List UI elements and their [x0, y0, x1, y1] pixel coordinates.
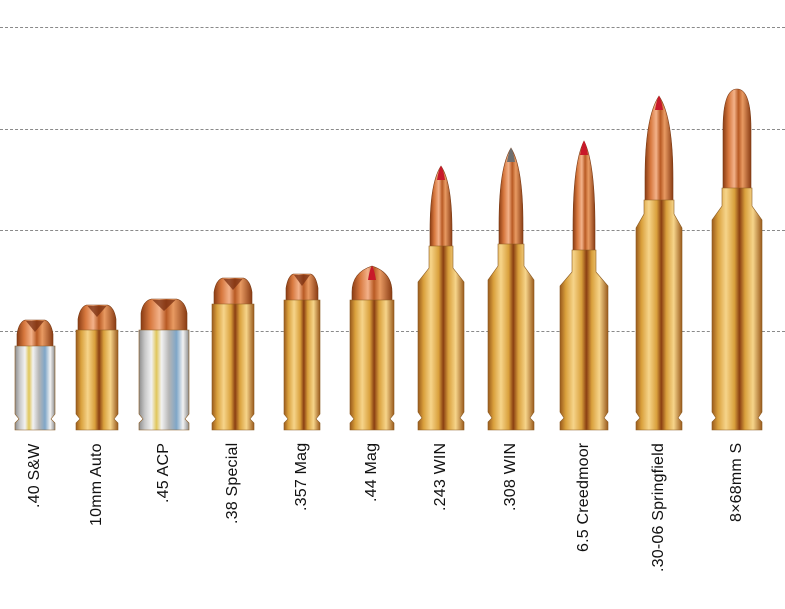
- cartridge: [14, 319, 56, 431]
- polymer-tip: [655, 96, 663, 110]
- case: [635, 199, 683, 431]
- bullet: [16, 319, 54, 351]
- bullet: [77, 304, 117, 335]
- case: [349, 299, 395, 431]
- case: [559, 249, 609, 431]
- cartridge: [711, 88, 763, 431]
- gridline: [0, 27, 785, 28]
- bullet: [140, 298, 188, 335]
- polymer-tip: [368, 266, 376, 280]
- cartridge-label: .45 ACP: [155, 442, 172, 503]
- cartridge-label: .40 S&W: [26, 443, 43, 508]
- polymer-tip: [580, 141, 588, 155]
- cartridge: [635, 95, 683, 431]
- hollow-point-cavity: [294, 275, 310, 286]
- cartridge-label: .243 WIN: [432, 442, 449, 511]
- case: [75, 329, 119, 431]
- cartridge: [487, 147, 535, 431]
- case: [14, 345, 56, 431]
- case: [138, 329, 190, 431]
- cartridge: [283, 273, 321, 431]
- cartridge: [211, 277, 255, 431]
- bullet: [644, 95, 674, 207]
- cartridge-label: 10mm Auto: [88, 443, 105, 526]
- hollow-point-cavity: [26, 321, 44, 332]
- polymer-tip: [437, 166, 445, 180]
- hollow-point-cavity: [223, 279, 243, 290]
- gridline: [0, 129, 785, 130]
- cartridge-label: .38 Special: [224, 442, 241, 524]
- cartridge: [559, 140, 609, 431]
- case: [711, 187, 763, 431]
- cartridge-label: 8×68mm S: [728, 442, 745, 522]
- cartridge: [138, 298, 190, 431]
- cartridge-label: .357 Mag: [293, 442, 310, 511]
- case: [417, 245, 465, 431]
- bullet: [722, 88, 752, 195]
- case: [487, 243, 535, 431]
- gridline: [0, 230, 785, 231]
- bullet: [572, 140, 596, 257]
- cartridge: [349, 265, 395, 431]
- bullet: [213, 277, 253, 309]
- cartridge-label: .308 WIN: [502, 442, 519, 511]
- bullet: [285, 273, 319, 305]
- hollow-point-cavity: [152, 300, 176, 311]
- cartridge-label: .30-06 Springfield: [650, 442, 667, 572]
- cartridge-label: 6.5 Creedmoor: [575, 442, 592, 552]
- cartridge: [417, 165, 465, 431]
- case: [211, 303, 255, 431]
- cartridge-label: .44 Mag: [363, 442, 380, 502]
- cartridge: [75, 304, 119, 431]
- hollow-point-cavity: [87, 306, 107, 317]
- bullet: [498, 147, 524, 251]
- case: [283, 299, 321, 431]
- bullet: [351, 265, 393, 305]
- soft-point-tip: [507, 148, 515, 162]
